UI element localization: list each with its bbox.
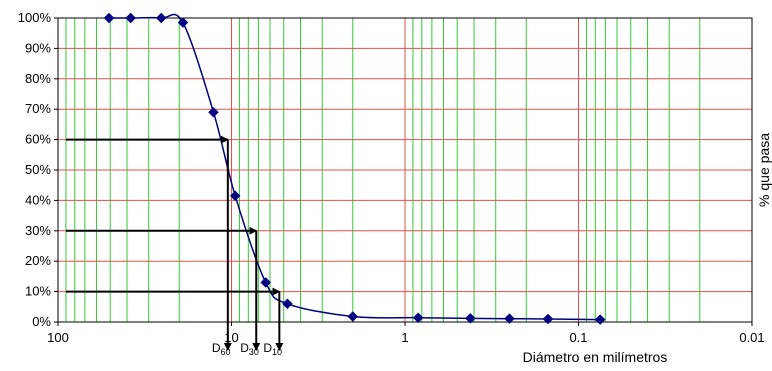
data-point: [177, 17, 189, 28]
x-axis-label: Diámetro en milímetros: [523, 349, 668, 365]
y-tick-label: 60%: [25, 132, 51, 147]
d-marker-labels: D60 D30 D10: [212, 341, 282, 357]
data-point: [229, 190, 241, 202]
d-marker-arrows: [66, 135, 284, 351]
y-tick-label: 80%: [25, 71, 51, 86]
data-points: [103, 12, 606, 325]
y-tick-label: 20%: [25, 253, 51, 268]
y-tick-label: 50%: [25, 162, 51, 177]
data-point: [542, 313, 554, 325]
data-point: [465, 312, 476, 324]
y-tick-label: 90%: [25, 40, 51, 55]
label-d30: D30: [240, 341, 259, 357]
data-point: [125, 12, 137, 24]
y-tick-label: 30%: [25, 223, 51, 238]
x-axis-ticks: 100 10 1 0.1 0.01: [47, 322, 765, 345]
label-d10: D10: [263, 341, 282, 357]
x-tick-label: 10: [224, 330, 238, 345]
x-tick-label: 100: [47, 330, 69, 345]
data-point: [103, 12, 115, 24]
x-tick-label: 0.01: [739, 330, 764, 345]
data-point: [260, 277, 272, 288]
y-axis-ticks: 0% 10% 20% 30% 40% 50% 60% 70% 80% 90% 100%: [18, 10, 58, 329]
data-point: [282, 298, 293, 310]
x-tick-label: 0.1: [569, 330, 587, 345]
y-tick-label: 70%: [25, 101, 51, 116]
data-point: [504, 313, 515, 325]
data-point: [412, 312, 424, 324]
x-tick-label: 1: [401, 330, 408, 345]
data-point: [155, 12, 167, 24]
label-d60: D60: [212, 341, 231, 357]
y-tick-label: 10%: [25, 284, 51, 299]
y-tick-label: 100%: [18, 10, 52, 25]
y-tick-label: 0%: [32, 314, 51, 329]
data-point: [347, 311, 359, 322]
y-axis-label: % que pasa: [756, 133, 772, 207]
data-point: [208, 106, 219, 118]
gradation-curve: [109, 13, 601, 321]
y-tick-label: 40%: [25, 192, 51, 207]
data-point: [594, 314, 606, 325]
